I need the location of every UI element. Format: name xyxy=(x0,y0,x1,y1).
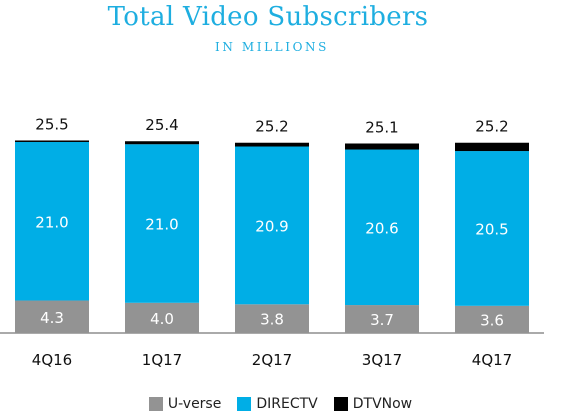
total-label-4q16: 25.5 xyxy=(35,115,68,133)
legend-swatch-directv xyxy=(237,397,252,411)
total-label-1q17: 25.4 xyxy=(145,116,178,134)
legend-item-uverse: U-verse xyxy=(148,396,222,412)
data-label-directv-1q17: 21.0 xyxy=(145,216,178,234)
data-label-uverse-4q16: 4.3 xyxy=(40,309,64,327)
x-tick-label-2q17: 2Q17 xyxy=(252,351,292,369)
x-tick-label-4q17: 4Q17 xyxy=(472,351,512,369)
bar-segment-directv-1q17 xyxy=(125,144,199,303)
data-label-uverse-4q17: 3.6 xyxy=(480,311,504,329)
bar-segment-uverse-2q17 xyxy=(235,304,309,333)
bar-segment-dtvnow-4q16 xyxy=(15,140,89,142)
bar-segment-uverse-4q16 xyxy=(15,300,89,333)
x-tick-label-1q17: 1Q17 xyxy=(142,351,182,369)
data-label-uverse-2q17: 3.8 xyxy=(260,311,284,329)
bar-segment-uverse-3q17 xyxy=(345,305,419,333)
legend-item-directv: DIRECTV xyxy=(237,396,318,412)
bar-segment-uverse-1q17 xyxy=(125,302,199,333)
data-label-uverse-3q17: 3.7 xyxy=(370,311,394,329)
chart-subtitle: IN MILLIONS xyxy=(215,40,329,54)
legend-label-directv: DIRECTV xyxy=(256,396,318,412)
bar-segment-directv-4q16 xyxy=(15,141,89,301)
data-label-directv-3q17: 20.6 xyxy=(365,219,398,237)
data-label-uverse-1q17: 4.0 xyxy=(150,310,174,328)
legend-item-dtvnow: DTVNow xyxy=(333,396,413,412)
bar-segment-directv-4q17 xyxy=(455,151,529,306)
x-tick-label-4q16: 4Q16 xyxy=(32,351,72,369)
bar-segment-dtvnow-1q17 xyxy=(125,141,199,145)
legend-swatch-uverse xyxy=(148,397,163,411)
chart-title: Total Video Subscribers xyxy=(107,2,429,32)
bar-segment-uverse-4q17 xyxy=(455,305,529,333)
legend-label-dtvnow: DTVNow xyxy=(352,396,413,412)
total-label-4q17: 25.2 xyxy=(475,118,508,136)
x-tick-label-3q17: 3Q17 xyxy=(362,351,402,369)
bar-segment-directv-2q17 xyxy=(235,146,309,305)
data-label-directv-4q17: 20.5 xyxy=(475,220,508,238)
bar-segment-directv-3q17 xyxy=(345,149,419,306)
total-label-2q17: 25.2 xyxy=(255,118,288,136)
bar-segment-dtvnow-4q17 xyxy=(455,142,529,152)
data-label-directv-2q17: 20.9 xyxy=(255,217,288,235)
data-label-directv-4q16: 21.0 xyxy=(35,213,68,231)
legend-swatch-dtvnow xyxy=(333,397,348,411)
bar-segment-dtvnow-3q17 xyxy=(345,143,419,150)
total-label-3q17: 25.1 xyxy=(365,118,398,136)
stacked-bar-chart: 4.3 21.0 25.5 4Q16 4.0 21.0 25.4 1Q17 3.8 20.9 25.… xyxy=(0,115,544,369)
legend-label-uverse: U-verse xyxy=(167,396,222,412)
bar-segment-dtvnow-2q17 xyxy=(235,142,309,147)
legend: U-verse DIRECTV DTVNow xyxy=(0,396,561,412)
